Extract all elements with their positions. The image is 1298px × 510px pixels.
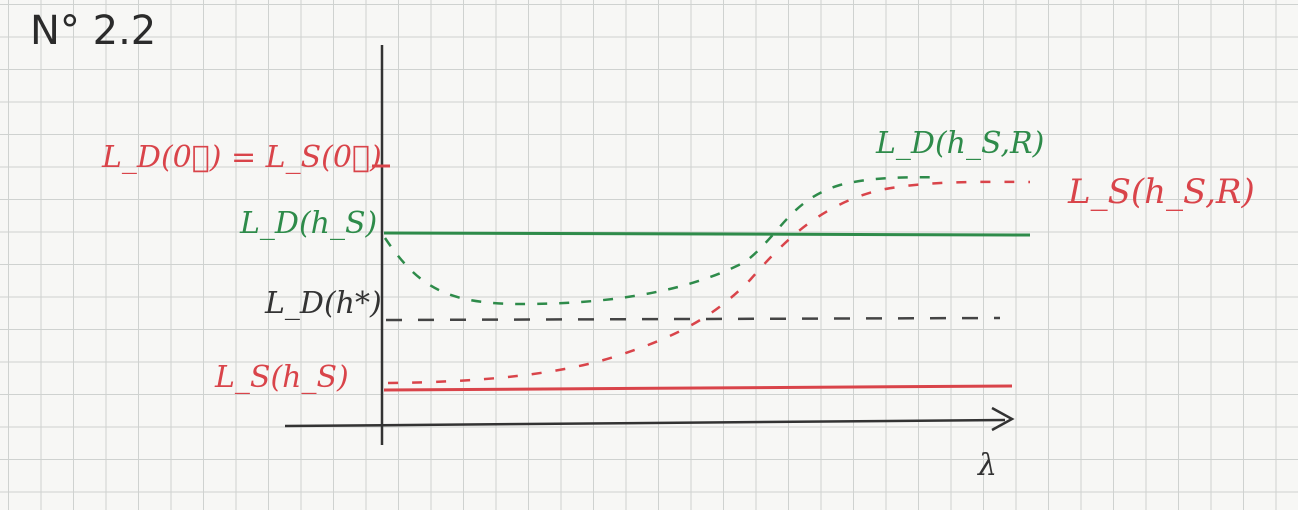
ld-hs-line — [383, 231, 1031, 237]
label-ls-hs: L_S(h_S) — [215, 360, 349, 395]
label-ld-hs: L_D(h_S) — [240, 206, 378, 241]
ls-hsr-curve — [387, 180, 1031, 385]
label-ls-hsr: L_S(h_S,R) — [1068, 172, 1255, 212]
ld-hstar-line — [385, 316, 1001, 322]
x-axis — [284, 418, 1006, 428]
ld-hsr-curve — [383, 175, 941, 306]
label-l-zero: L_D(0⃗) = L_S(0⃗) — [102, 140, 382, 175]
x-axis-arrowhead — [991, 406, 1015, 432]
label-lambda: λ — [978, 448, 998, 483]
ls-hs-line — [383, 384, 1013, 392]
exercise-title: N° 2.2 — [30, 8, 157, 54]
label-ld-hsr: L_D(h_S,R) — [876, 126, 1045, 161]
label-ld-hstar: L_D(h*) — [265, 286, 382, 321]
